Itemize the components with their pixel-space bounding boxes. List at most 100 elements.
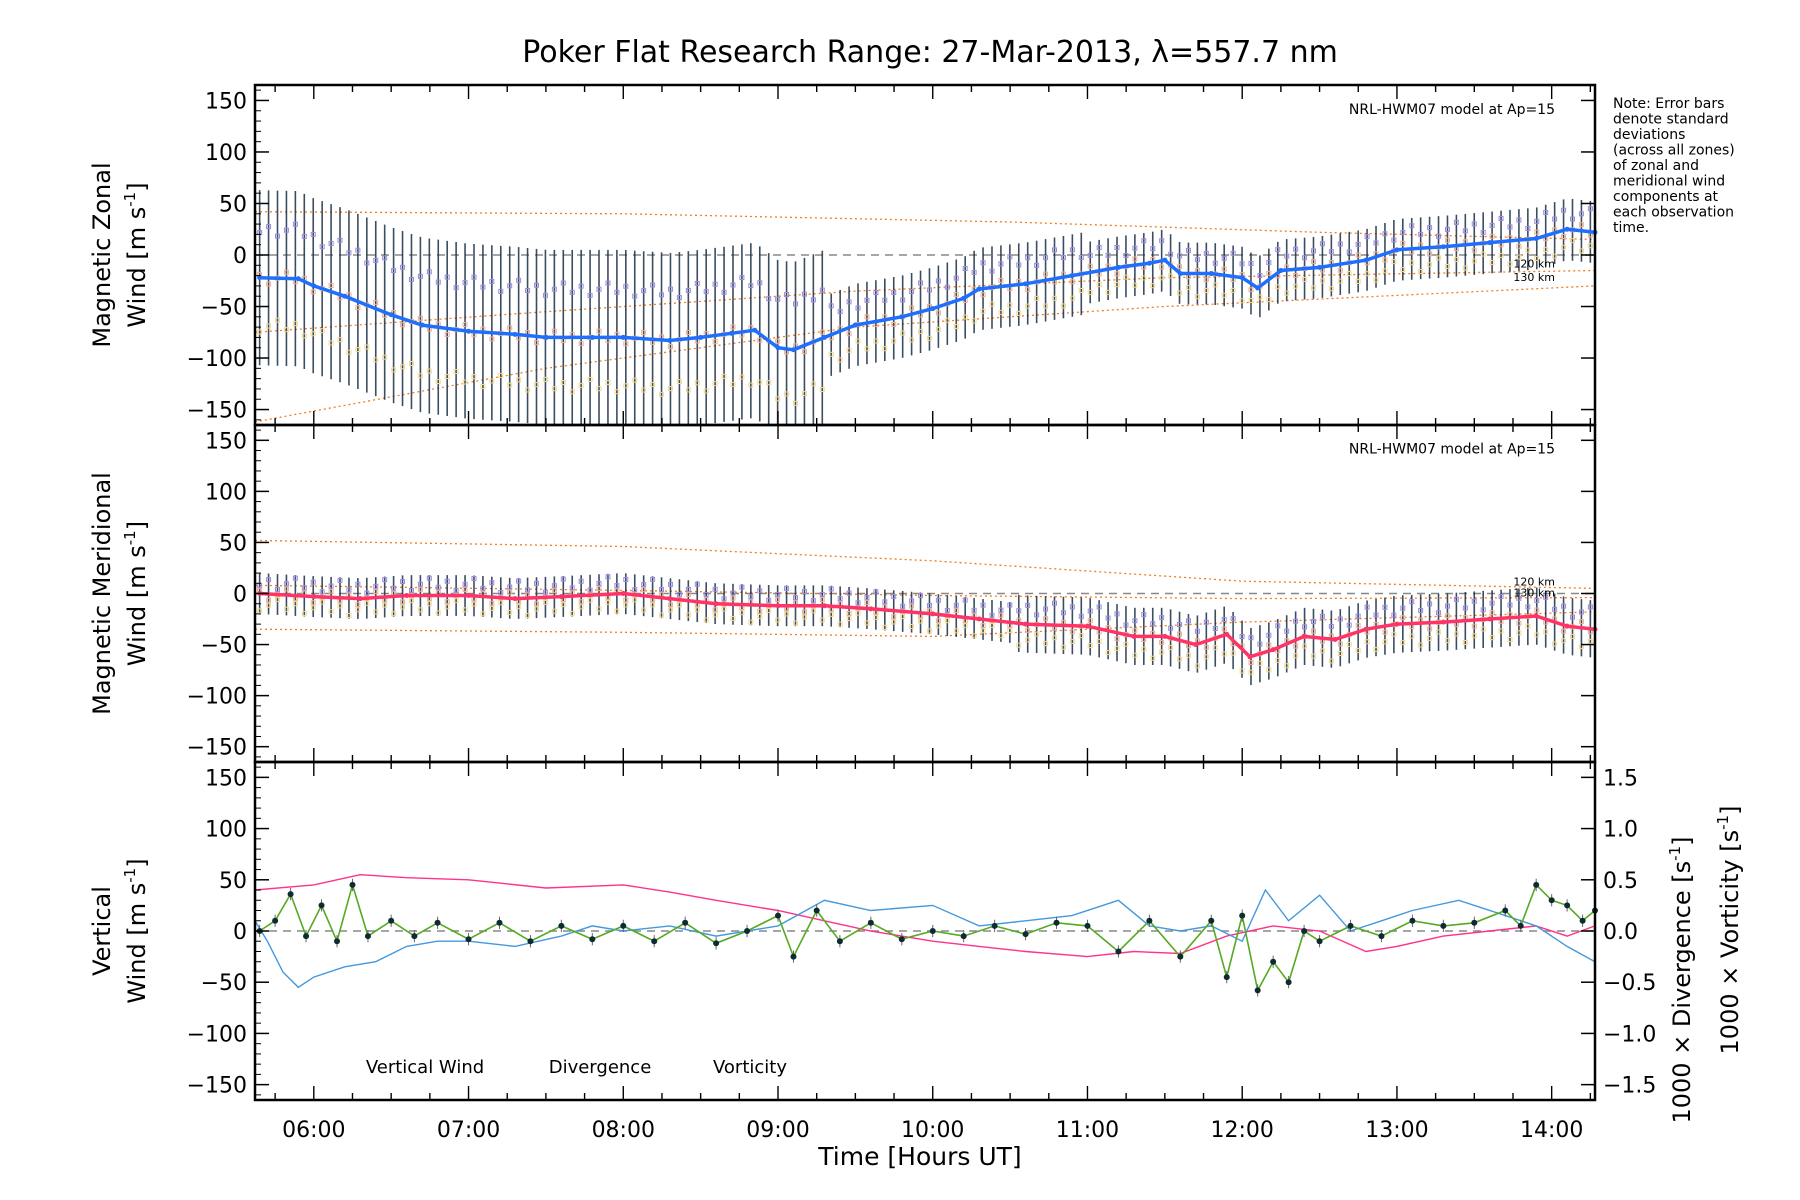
zone-box xyxy=(953,292,959,298)
zone-box xyxy=(480,585,486,591)
zonal-mean-point xyxy=(1255,285,1261,291)
vertical-wind-point xyxy=(813,907,820,914)
zone-box xyxy=(980,628,986,634)
zone-box xyxy=(1051,295,1057,301)
zone-box xyxy=(1346,622,1352,628)
note-line: deviations xyxy=(1613,127,1685,143)
zone-box xyxy=(1293,272,1299,278)
zone-box xyxy=(462,607,468,613)
zonal-mean-point xyxy=(1487,240,1493,246)
zone-box xyxy=(1123,274,1129,280)
meridional-mean-point xyxy=(775,603,781,609)
zone-box xyxy=(1043,303,1049,309)
zone-box xyxy=(1087,289,1093,295)
zone-box xyxy=(864,297,870,303)
zone-box xyxy=(1382,257,1388,263)
zone-box xyxy=(373,357,379,363)
vertical-axis-label-line1: Vertical xyxy=(88,886,116,976)
zone-box xyxy=(596,386,602,392)
zonal-mean-point xyxy=(698,334,704,340)
x-tick-label: 09:00 xyxy=(746,1118,809,1143)
zone-box xyxy=(667,602,673,608)
zone-box xyxy=(998,277,1004,283)
vertical-wind-point xyxy=(558,922,565,929)
zone-box xyxy=(1007,302,1013,308)
zone-box xyxy=(1069,279,1075,285)
zone-box xyxy=(1444,638,1450,644)
y-tick-label: 0 xyxy=(233,244,247,269)
altitude-label-120: 120 km xyxy=(1513,575,1555,588)
zone-box xyxy=(605,574,611,580)
zone-box xyxy=(775,396,781,402)
model-curve-3 xyxy=(254,285,1596,423)
zone-box xyxy=(828,586,834,592)
zone-box xyxy=(1444,603,1450,609)
zone-box xyxy=(1587,604,1593,610)
zone-box xyxy=(400,599,406,605)
x-ticks xyxy=(274,762,1592,1100)
model-curve-1 xyxy=(254,539,1596,590)
zone-box xyxy=(346,612,352,618)
zone-box xyxy=(364,260,370,266)
zone-box xyxy=(757,379,763,385)
zone-box xyxy=(382,577,388,583)
zone-box xyxy=(417,373,423,379)
zone-box xyxy=(1141,646,1147,652)
zone-box xyxy=(1525,623,1531,629)
vertical-wind-point xyxy=(287,891,294,898)
zone-box xyxy=(632,587,638,593)
vertical-wind-point xyxy=(527,938,534,945)
vertical-wind-point xyxy=(349,881,356,888)
zone-box xyxy=(1578,248,1584,254)
zone-box xyxy=(534,580,540,586)
zone-box xyxy=(489,336,495,342)
zone-box xyxy=(1400,605,1406,611)
zone-box xyxy=(1221,616,1227,622)
vorticity-axis-label-line2: 1000 × Vorticity [s-1] xyxy=(1714,806,1744,1055)
zone-box xyxy=(1534,218,1540,224)
meridional-mean-point xyxy=(1084,623,1090,629)
zone-box xyxy=(1436,233,1442,239)
divergence-axis-label: 1000 × Divergence [s-1] xyxy=(1666,836,1696,1123)
zone-box xyxy=(1561,638,1567,644)
zone-box xyxy=(712,381,718,387)
vertical-wind-point xyxy=(682,919,689,926)
zone-box xyxy=(408,598,414,604)
zone-box xyxy=(1069,629,1075,635)
zone-box xyxy=(935,623,941,629)
zone-box xyxy=(1391,612,1397,618)
right-tick-label: −0.5 xyxy=(1603,971,1656,996)
zone-box xyxy=(739,610,745,616)
zone-box xyxy=(694,607,700,613)
zone-box xyxy=(1346,641,1352,647)
y-tick-label: −150 xyxy=(187,736,247,761)
right-tick-label: 1.0 xyxy=(1603,818,1638,843)
zone-box xyxy=(667,607,673,613)
zone-box xyxy=(926,335,932,341)
vertical-wind-point xyxy=(960,933,967,940)
zone-box xyxy=(1400,640,1406,646)
zone-box xyxy=(471,274,477,280)
zone-box xyxy=(1025,287,1031,293)
zone-box xyxy=(337,577,343,583)
zone-box xyxy=(1203,619,1209,625)
zone-box xyxy=(1453,219,1459,225)
zone-box xyxy=(1471,623,1477,629)
meridional-mean-point xyxy=(1193,642,1199,648)
meridional-mean-point xyxy=(868,606,874,612)
zone-box xyxy=(846,611,852,617)
zone-box xyxy=(694,380,700,386)
zone-box xyxy=(1391,259,1397,265)
zone-box xyxy=(1105,650,1111,656)
zone-box xyxy=(328,240,334,246)
zone-box xyxy=(373,609,379,615)
zone-box xyxy=(632,597,638,603)
zone-box xyxy=(1266,632,1272,638)
zone-box xyxy=(819,597,825,603)
zone-box xyxy=(1427,635,1433,641)
zone-box xyxy=(819,592,825,598)
zone-box xyxy=(1248,660,1254,666)
y-tick-label: 50 xyxy=(219,192,247,217)
vertical-wind-point xyxy=(1208,917,1215,924)
zone-box xyxy=(1025,255,1031,261)
